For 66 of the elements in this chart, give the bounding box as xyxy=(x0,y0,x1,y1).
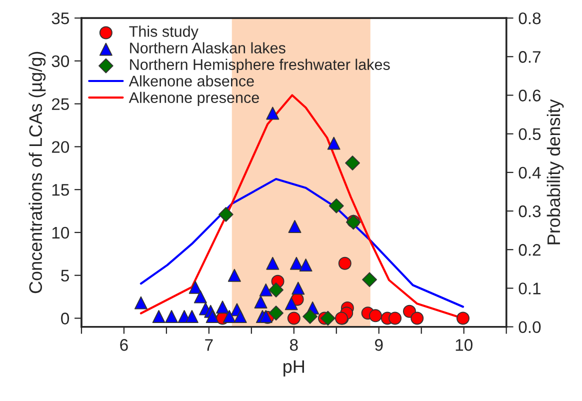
point xyxy=(338,256,352,270)
point xyxy=(302,309,318,324)
y-tick-label: 35 xyxy=(52,12,69,24)
x-tick-label: 9 xyxy=(375,339,383,351)
point xyxy=(152,310,166,324)
line-series xyxy=(140,178,464,308)
y-tick-label: 25 xyxy=(52,98,69,110)
point xyxy=(188,280,202,294)
point xyxy=(320,310,336,326)
y-tick-label: 5 xyxy=(61,270,69,282)
y2-tick-label: 0.0 xyxy=(518,321,541,334)
point xyxy=(268,306,284,321)
y-tick-label: 0 xyxy=(61,312,70,324)
legend-label: Alkenone presence xyxy=(128,92,259,106)
point xyxy=(134,296,148,310)
y2-tick-label: 0.1 xyxy=(518,282,540,294)
y-tick-label: 15 xyxy=(52,184,69,196)
point xyxy=(284,297,298,310)
point xyxy=(259,283,272,296)
point xyxy=(222,310,236,324)
point xyxy=(266,256,280,270)
x-tick-label: 7 xyxy=(205,339,213,351)
point xyxy=(345,156,360,170)
y2-axis-title: Probability density xyxy=(546,99,564,244)
point xyxy=(292,282,305,295)
y-tick-label: 30 xyxy=(52,55,70,68)
legend-label: This study xyxy=(129,26,198,40)
y-axis-title: Concentrations of LCAs (µg/g) xyxy=(28,52,46,294)
point xyxy=(218,207,234,222)
point xyxy=(328,198,344,214)
point xyxy=(362,272,377,288)
legend-label: Northern Hemisphere freshwater lakes xyxy=(130,58,390,73)
point xyxy=(228,268,241,282)
point xyxy=(287,312,300,325)
point xyxy=(327,136,340,150)
point xyxy=(290,256,303,270)
x-axis-title: pH xyxy=(284,360,304,377)
point xyxy=(165,310,178,324)
point xyxy=(194,290,207,304)
point xyxy=(268,282,284,298)
point xyxy=(456,312,470,325)
y2-tick-label: 0.8 xyxy=(518,12,541,24)
x-tick-label: 8 xyxy=(290,339,298,351)
legend-label: Northern Alaskan lakes xyxy=(130,42,286,54)
point xyxy=(216,300,230,314)
y2-tick-label: 0.4 xyxy=(518,166,541,179)
point xyxy=(410,312,424,325)
legend-label: Alkenone absence xyxy=(128,75,254,87)
y2-tick-label: 0.3 xyxy=(518,205,541,218)
point xyxy=(266,106,280,120)
y2-tick-label: 0.2 xyxy=(518,244,540,256)
point xyxy=(299,258,312,272)
y-tick-label: 10 xyxy=(52,226,70,239)
point xyxy=(185,310,198,324)
x-tick-label: 10 xyxy=(456,339,472,351)
point xyxy=(388,312,402,325)
point xyxy=(368,309,382,322)
point xyxy=(254,295,268,308)
x-tick-label: 6 xyxy=(120,339,128,351)
y-tick-label: 20 xyxy=(52,141,70,153)
point xyxy=(234,310,247,324)
point xyxy=(288,220,302,233)
y2-tick-label: 0.7 xyxy=(518,51,540,63)
point xyxy=(206,310,219,324)
y2-tick-label: 0.5 xyxy=(518,128,541,140)
y2-tick-label: 0.6 xyxy=(518,90,541,102)
